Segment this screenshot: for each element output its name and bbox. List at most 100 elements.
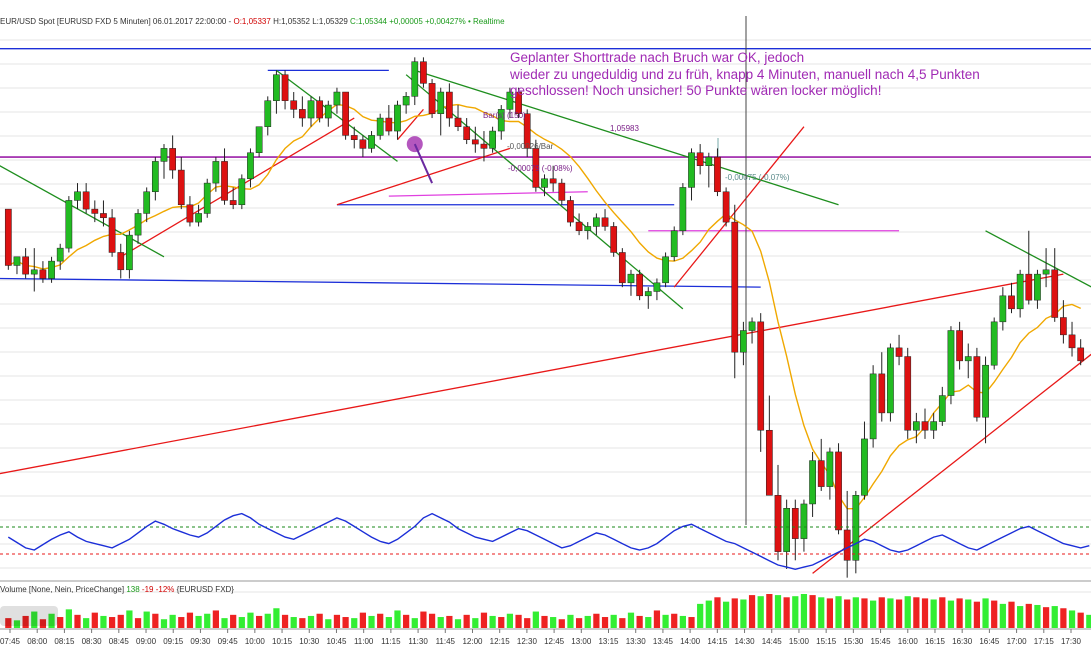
- volume-bar: [333, 614, 341, 628]
- volume-bar: [584, 615, 591, 628]
- volume-bar: [299, 618, 306, 628]
- volume-bar: [835, 596, 842, 628]
- instrument-title: EUR/USD Spot [EURUSD FXD 5 Minuten] 06.0…: [0, 17, 232, 26]
- volume-bar: [904, 596, 911, 628]
- time-tick-label: 09:30: [190, 637, 211, 646]
- time-tick-label: 17:30: [1061, 637, 1082, 646]
- candle-body: [740, 330, 747, 353]
- time-tick-label: 13:45: [653, 637, 674, 646]
- volume-bar: [351, 618, 358, 628]
- volume-bar: [558, 619, 565, 628]
- volume-bar: [359, 612, 367, 628]
- candle-body: [1042, 269, 1050, 275]
- candle-body: [584, 226, 592, 232]
- candle-body: [264, 100, 272, 127]
- time-tick-label: 08:15: [54, 637, 75, 646]
- time-tick-label: 11:15: [381, 637, 401, 646]
- volume-panel: [5, 594, 1091, 628]
- volume-bar: [619, 618, 626, 628]
- volume-bar: [39, 619, 47, 628]
- volume-bar: [5, 618, 12, 628]
- candle-body: [376, 117, 384, 136]
- candle-body: [411, 61, 419, 97]
- candle-body: [169, 148, 176, 171]
- time-tick-label: 17:00: [1007, 637, 1028, 646]
- volume-bar: [774, 595, 782, 628]
- volume-bar: [368, 615, 375, 628]
- volume-bar: [91, 612, 98, 628]
- candle-body: [938, 395, 946, 422]
- candle-body: [523, 113, 531, 149]
- watermark-logo: [0, 606, 58, 626]
- time-tick-label: 10:45: [326, 637, 347, 646]
- volume-bar: [290, 617, 297, 628]
- trade-annotation[interactable]: Geplanter Shorttrade nach Bruch war OK, …: [510, 50, 1070, 100]
- candle-body: [878, 373, 886, 414]
- volume-bar: [627, 612, 635, 628]
- time-tick-label: 16:15: [925, 637, 946, 646]
- candle-body: [247, 152, 254, 180]
- candle-body: [221, 161, 228, 201]
- candle-body: [1051, 269, 1059, 318]
- time-tick-label: 12:45: [544, 637, 565, 646]
- volume-bar: [212, 610, 219, 628]
- candle-body: [203, 182, 211, 214]
- chart-grid: [0, 39, 1091, 630]
- time-axis: 07:45 08:00 08:15 08:30 08:45 09:00 09:15 09:30…: [0, 629, 1082, 646]
- volume-bar: [870, 600, 877, 628]
- candle-body: [895, 347, 903, 357]
- candle-body: [82, 191, 90, 210]
- volume-bar: [671, 613, 678, 628]
- volume-bar: [800, 594, 808, 628]
- volume-bar: [973, 601, 981, 628]
- time-tick-label: 11:00: [354, 637, 374, 646]
- volume-bar: [307, 615, 315, 628]
- volume-bar: [230, 614, 237, 628]
- candle-body: [1034, 273, 1041, 301]
- volume-bar: [921, 598, 929, 628]
- volume-bar: [342, 617, 349, 628]
- volume-bar: [178, 617, 185, 628]
- volume-bar: [186, 612, 194, 628]
- volume-bar: [1017, 606, 1024, 628]
- volume-bar: [679, 615, 686, 628]
- volume-up-value: 138: [126, 585, 140, 594]
- time-tick-label: 10:15: [272, 637, 293, 646]
- candle-body: [48, 260, 55, 279]
- candle-body: [108, 217, 116, 253]
- candle-body: [13, 256, 21, 266]
- volume-bar: [454, 619, 462, 628]
- candle-body: [757, 321, 765, 431]
- time-tick-label: 13:30: [626, 637, 647, 646]
- volume-bar: [895, 599, 903, 628]
- volume-down-value: -19: [141, 585, 154, 594]
- volume-bar: [143, 611, 150, 628]
- volume-bar: [247, 612, 254, 628]
- volume-bar: [524, 618, 531, 628]
- time-tick-label: 15:00: [789, 637, 810, 646]
- candle-body: [947, 330, 955, 396]
- candle-body: [852, 495, 860, 561]
- time-tick-label: 12:30: [517, 637, 538, 646]
- volume-bar: [264, 613, 271, 628]
- candle-body: [558, 182, 566, 201]
- volume-bar: [1042, 607, 1050, 628]
- candle-body: [489, 130, 496, 149]
- volume-bar: [697, 603, 704, 628]
- trendline-drawings[interactable]: [0, 16, 1091, 574]
- volume-bar: [48, 613, 55, 628]
- chart-markers: [406, 136, 433, 184]
- candle-body: [195, 213, 202, 223]
- volume-bar: [826, 598, 833, 628]
- price-labels: 1,05983 -0,00026/Bar -0,00079 (-0,08%) -0,0…: [483, 111, 790, 182]
- volume-bar: [1025, 603, 1032, 628]
- candle-body: [714, 156, 721, 193]
- falling-trendline-green: [0, 165, 165, 258]
- volume-bar: [913, 597, 920, 628]
- candle-body: [446, 91, 453, 119]
- candle-body: [973, 356, 981, 418]
- volume-bar: [74, 614, 81, 628]
- volume-bar: [792, 596, 799, 628]
- time-tick-label: 13:15: [598, 637, 619, 646]
